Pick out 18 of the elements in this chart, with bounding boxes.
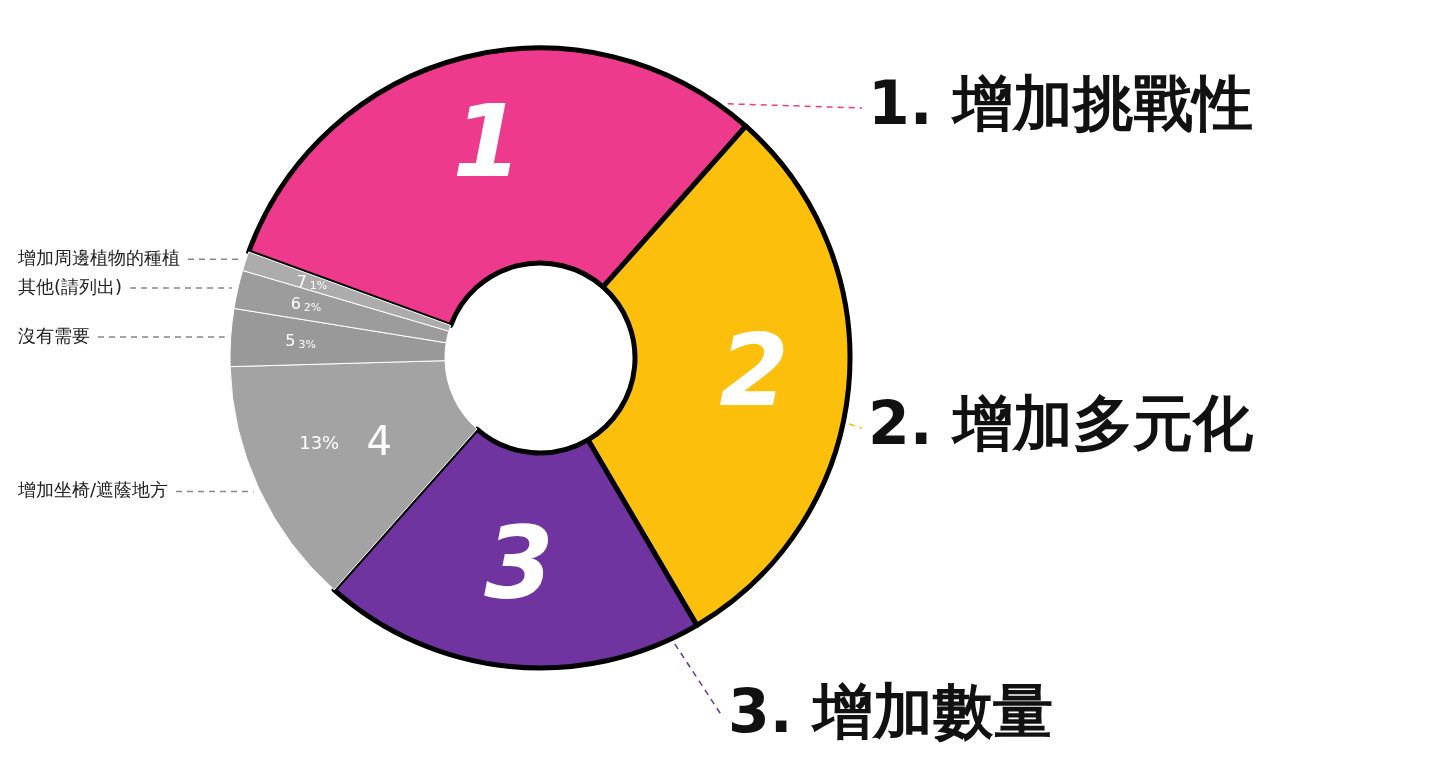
text: 4	[366, 418, 392, 465]
data-label: 3%	[298, 337, 316, 351]
slice-label: 3. 增加數量	[728, 675, 1054, 746]
text: 2	[719, 311, 789, 429]
text: 7	[296, 272, 307, 292]
slice-label: 增加周邊植物的種植	[17, 246, 180, 268]
text: 5	[285, 331, 296, 351]
text: 3	[484, 504, 554, 622]
data-label: 1%	[309, 278, 328, 292]
text: 6	[290, 293, 301, 313]
slice-label: 其他(請列出)	[18, 275, 123, 297]
data-label: 13%	[299, 432, 340, 454]
text: 1	[452, 82, 523, 200]
slice-label: 1. 增加挑戰性	[868, 67, 1254, 138]
slice-label: 2. 增加多元化	[868, 387, 1255, 458]
slice-label: 沒有需要	[18, 324, 90, 346]
data-label: 2%	[303, 300, 322, 314]
slice-label: 增加坐椅/遮蔭地方	[17, 479, 169, 501]
